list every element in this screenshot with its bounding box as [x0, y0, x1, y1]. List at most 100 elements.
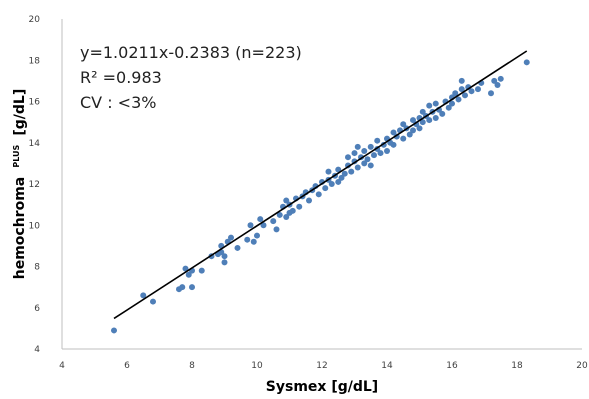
data-point: [400, 135, 407, 142]
data-point: [354, 164, 361, 171]
data-point: [254, 232, 260, 239]
x-tick-label: 16: [446, 361, 458, 371]
data-point: [328, 181, 335, 187]
data-point: [296, 203, 303, 210]
x-tick-labels: 4 6 8 10 12 14 16 18 20: [59, 361, 588, 371]
data-point: [198, 267, 205, 274]
data-point: [439, 110, 446, 117]
data-point: [367, 143, 374, 150]
data-point: [283, 214, 290, 220]
annotation-block: y=1.0211x-0.2383 (n=223) R² =0.983 CV : …: [80, 43, 302, 112]
data-point: [384, 148, 390, 154]
data-point: [432, 100, 439, 107]
data-point: [111, 327, 117, 334]
regression-equation: y=1.0211x-0.2383 (n=223): [80, 43, 302, 62]
y-tick-label: 20: [29, 15, 41, 25]
data-point: [497, 75, 504, 82]
data-point: [419, 119, 426, 126]
data-point: [406, 131, 413, 138]
data-point: [354, 143, 361, 150]
data-point: [462, 92, 468, 99]
y-tick-label: 14: [29, 139, 41, 149]
x-tick-label: 4: [59, 361, 65, 371]
data-point: [289, 207, 296, 214]
data-point: [228, 234, 234, 241]
y-tick-label: 12: [29, 180, 40, 190]
data-point: [270, 218, 277, 225]
data-point: [455, 96, 462, 103]
data-point: [419, 108, 426, 115]
data-point: [432, 115, 439, 121]
y-tick-label: 10: [29, 221, 41, 231]
data-point: [348, 168, 355, 175]
data-point: [426, 117, 433, 124]
data-point: [221, 253, 228, 260]
trendline: [113, 50, 528, 320]
data-point: [179, 284, 186, 291]
data-point: [400, 121, 407, 128]
y-tick-labels: 4 6 8 10 12 14 16 18 20: [29, 15, 41, 355]
data-point: [335, 178, 342, 185]
data-point: [189, 284, 195, 291]
data-point: [306, 197, 312, 204]
data-point: [445, 104, 452, 111]
data-point: [367, 162, 374, 169]
chart-axes: [61, 19, 582, 350]
x-tick-label: 14: [381, 361, 393, 371]
data-point: [322, 185, 329, 192]
data-point: [260, 222, 267, 229]
y-axis-title-superscript: PLUS: [12, 144, 21, 167]
y-tick-label: 16: [29, 98, 41, 108]
y-tick-label: 18: [29, 56, 41, 66]
data-point: [182, 265, 189, 272]
y-axis-title-main: hemochroma: [12, 177, 28, 280]
data-point: [364, 156, 371, 163]
data-point: [488, 90, 494, 97]
data-point: [449, 100, 455, 107]
data-point: [140, 292, 147, 299]
data-point: [185, 271, 192, 278]
data-point: [234, 244, 241, 251]
x-tick-label: 12: [316, 361, 327, 371]
data-point: [338, 174, 345, 181]
data-point: [390, 141, 397, 148]
data-point: [494, 82, 501, 88]
data-point: [523, 59, 530, 66]
data-point: [273, 226, 280, 233]
data-point: [468, 88, 475, 95]
data-point: [341, 170, 348, 177]
data-point: [315, 191, 322, 198]
data-point: [371, 152, 377, 159]
x-tick-label: 6: [124, 361, 130, 371]
data-point: [458, 77, 465, 84]
x-tick-label: 8: [189, 361, 195, 371]
data-point: [283, 197, 290, 204]
x-tick-label: 20: [576, 361, 588, 371]
y-axis-title: hemochroma PLUS [g/dL]: [4, 89, 28, 280]
data-point: [221, 259, 228, 266]
data-point: [361, 160, 368, 167]
data-point: [335, 166, 342, 173]
data-point: [247, 222, 254, 229]
data-point: [244, 236, 251, 243]
data-point: [458, 86, 465, 93]
data-point: [250, 238, 257, 245]
data-point: [475, 86, 481, 93]
data-point: [361, 148, 368, 154]
y-tick-label: 8: [34, 263, 40, 273]
data-point: [150, 298, 156, 305]
y-tick-label: 6: [34, 304, 40, 314]
cv-text: CV : <3%: [80, 93, 156, 112]
x-axis-title: Sysmex [g/dL]: [266, 379, 378, 395]
data-point: [491, 77, 498, 84]
data-point: [351, 150, 358, 157]
y-tick-label: 4: [34, 345, 40, 355]
data-point: [410, 127, 416, 134]
data-point: [276, 211, 283, 218]
y-axis-title-unit: [g/dL]: [12, 89, 28, 136]
data-point: [374, 137, 381, 144]
data-point: [345, 154, 351, 161]
svg-text:hemochroma PLUS [g: hemochroma PLUS [g/dL]: [4, 89, 28, 280]
x-tick-label: 18: [511, 361, 523, 371]
